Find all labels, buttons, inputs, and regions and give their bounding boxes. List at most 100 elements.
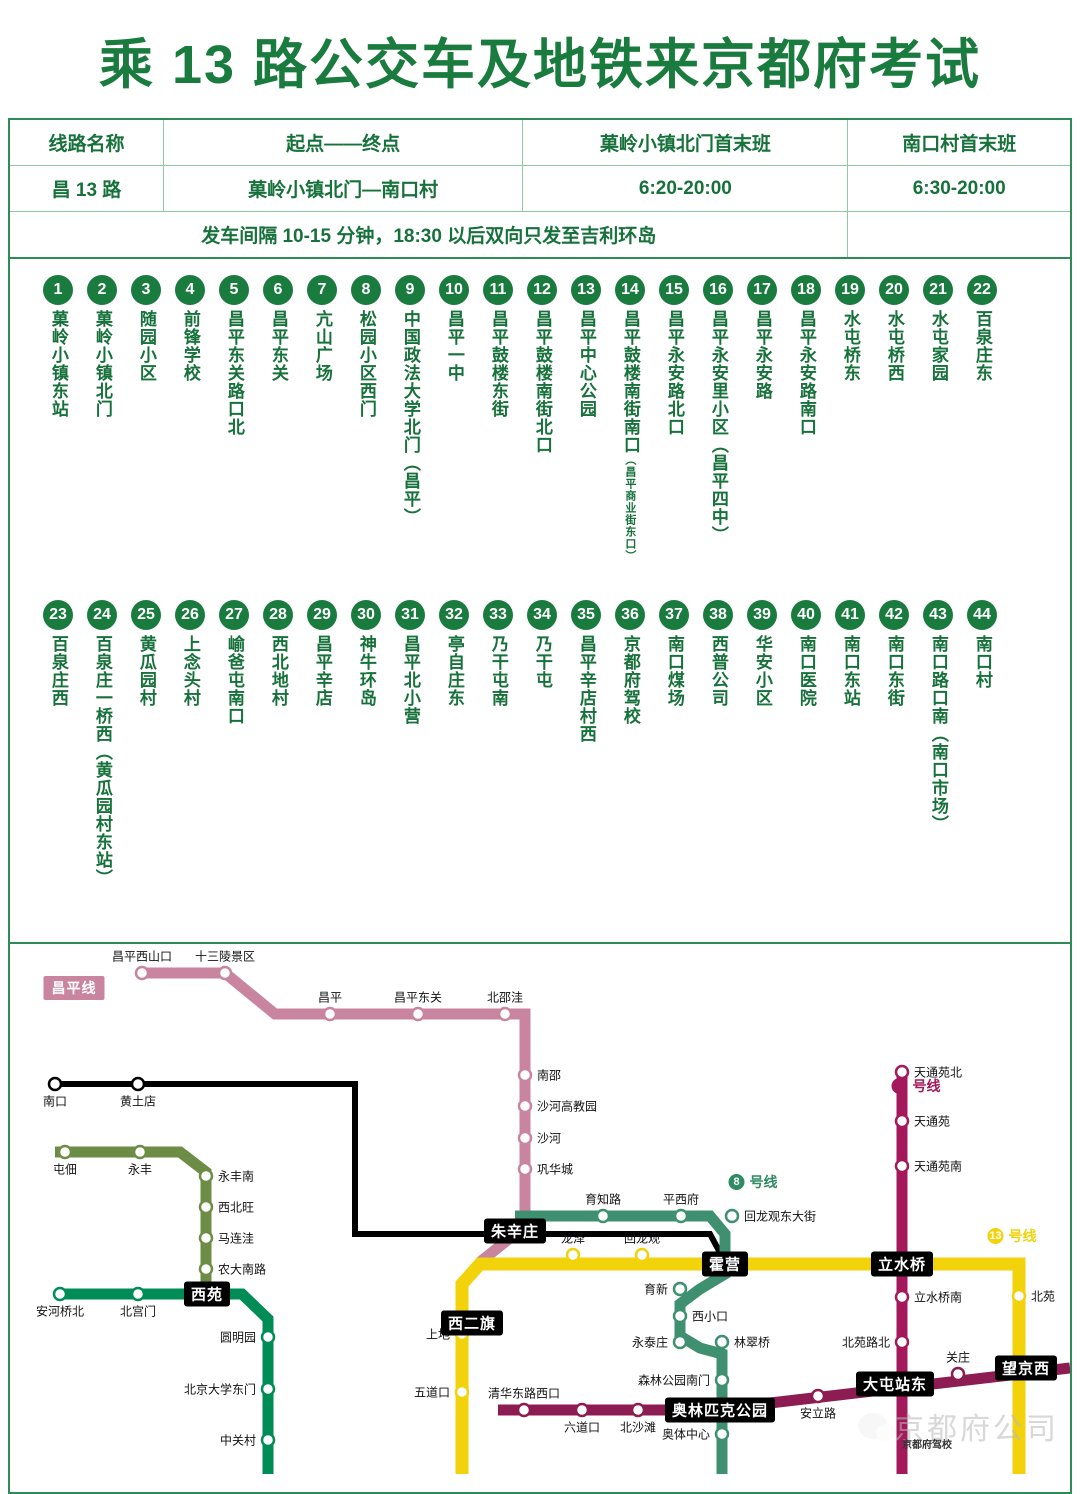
map-interchange-stop[interactable]: 奥林匹克公园 [664, 1397, 776, 1423]
map-stop-label: 西北旺 [218, 1200, 255, 1215]
map-stop-dot[interactable] [217, 965, 233, 981]
map-interchange-stop[interactable]: 望京西 [994, 1355, 1058, 1381]
th-first-last-north: 菓岭小镇北门首末班 [522, 118, 849, 166]
station-name: 南口医院 [796, 635, 816, 707]
station-item: 41 南口东站 [828, 600, 872, 887]
map-stop-label: 立水桥南 [914, 1290, 963, 1305]
station-number-badge: 20 [879, 275, 909, 305]
map-stop-dot[interactable] [517, 1161, 533, 1177]
map-stop-dot[interactable] [517, 1067, 533, 1083]
map-interchange-stop[interactable]: 立水桥 [870, 1251, 934, 1277]
map-line-tag-line-8: 8 号线 [728, 1172, 778, 1192]
station-item: 1 菓岭小镇东站 [36, 275, 80, 562]
station-number-badge: 31 [395, 600, 425, 630]
map-stop-dot[interactable] [57, 1144, 73, 1160]
map-stop-dot[interactable] [714, 1334, 730, 1350]
map-stop-label: 昌平东关 [393, 990, 443, 1005]
station-name: 前锋学校 [180, 310, 200, 382]
station-item: 43 南口路口南（南口市场） [916, 600, 960, 887]
map-stop-label: 北宫门 [119, 1304, 157, 1319]
map-interchange-stop[interactable]: 西苑 [183, 1281, 231, 1307]
station-number-badge: 37 [659, 600, 689, 630]
station-name-sub: （昌平商业街东口） [623, 454, 636, 562]
map-stop-dot[interactable] [517, 1098, 533, 1114]
table-header-row: 线路名称 起点——终点 菓岭小镇北门首末班 南口村首末班 [8, 118, 1072, 166]
map-stop-dot[interactable] [517, 1130, 533, 1146]
map-stop-dot[interactable] [134, 965, 150, 981]
station-number-badge: 34 [527, 600, 557, 630]
map-stop-label: 农大南路 [218, 1262, 267, 1277]
station-number-badge: 41 [835, 600, 865, 630]
line-number-badge [891, 1078, 908, 1094]
map-stop-label: 育新 [643, 1282, 668, 1297]
station-item: 21 水屯家园 [916, 275, 960, 562]
map-stop-dot[interactable] [410, 1006, 426, 1022]
map-stop-dot[interactable] [260, 1329, 276, 1345]
map-stop-dot[interactable] [672, 1281, 688, 1297]
map-stop-dot[interactable] [454, 1384, 470, 1400]
map-stop-dot[interactable] [630, 1402, 646, 1418]
map-stop-dot[interactable] [714, 1372, 730, 1388]
map-stop-dot[interactable] [198, 1230, 214, 1246]
station-number-badge: 22 [967, 275, 997, 305]
map-stop-dot[interactable] [672, 1308, 688, 1324]
map-interchange-stop[interactable]: 大屯站东 [855, 1371, 935, 1397]
station-name: 京都府驾校 [620, 635, 640, 725]
map-stop-dot[interactable] [198, 1261, 214, 1277]
station-item: 9 中国政法大学北门（昌平） [388, 275, 432, 562]
station-name: 随园小区 [136, 310, 156, 382]
td-first-last-north: 6:20-20:00 [522, 165, 849, 212]
map-stop-dot[interactable] [673, 1208, 689, 1224]
map-stop-label: 天通苑南 [914, 1159, 963, 1174]
map-stop-dot[interactable] [497, 1006, 513, 1022]
map-stop-dot[interactable] [198, 1168, 214, 1184]
station-name: 百泉庄东 [972, 310, 992, 382]
map-stop-dot[interactable] [634, 1247, 650, 1263]
station-item: 7 亢山广场 [300, 275, 344, 562]
map-stop-label: 林翠桥 [734, 1335, 771, 1350]
station-number-badge: 4 [175, 275, 205, 305]
station-name: 上念头村 [180, 635, 200, 707]
map-stop-dot[interactable] [565, 1247, 581, 1263]
map-stop-dot[interactable] [260, 1381, 276, 1397]
map-stop-label: 永泰庄 [631, 1335, 668, 1350]
map-stop-dot[interactable] [1011, 1288, 1027, 1304]
map-stop-dot[interactable] [894, 1113, 910, 1129]
line-tag-label: 号线 [749, 1174, 778, 1190]
line-number-badge: 8 [728, 1174, 745, 1190]
map-interchange-stop[interactable]: 朱辛庄 [483, 1218, 547, 1244]
line-tag-label: 号线 [912, 1078, 941, 1094]
map-interchange-stop[interactable]: 西二旗 [440, 1310, 504, 1336]
station-number-badge: 23 [43, 600, 73, 630]
map-stop-label: 安立路 [799, 1406, 837, 1421]
station-name: 昌平东关 [268, 310, 288, 382]
s2-line-path [55, 1081, 728, 1264]
map-interchange-stop[interactable]: 霍营 [701, 1251, 749, 1277]
map-stop-dot[interactable] [130, 1076, 146, 1092]
map-stop-dot[interactable] [47, 1076, 63, 1092]
map-stop-dot[interactable] [672, 1334, 688, 1350]
map-stop-dot[interactable] [894, 1334, 910, 1350]
map-stop-label: 马连洼 [218, 1231, 255, 1246]
map-stop-dot[interactable] [595, 1208, 611, 1224]
station-name: 昌平鼓楼东街 [488, 310, 508, 418]
map-stop-dot[interactable] [132, 1144, 148, 1160]
map-stop-dot[interactable] [516, 1402, 532, 1418]
map-stop-dot[interactable] [950, 1366, 966, 1382]
station-number-badge: 43 [923, 600, 953, 630]
map-stop-dot[interactable] [574, 1402, 590, 1418]
station-number-badge: 32 [439, 600, 469, 630]
map-stop-dot[interactable] [260, 1432, 276, 1448]
map-stop-dot[interactable] [52, 1286, 68, 1302]
map-stop-dot[interactable] [130, 1286, 146, 1302]
map-stop-dot[interactable] [198, 1199, 214, 1215]
station-number-badge: 1 [43, 275, 73, 305]
map-stop-dot[interactable] [322, 1006, 338, 1022]
map-stop-dot[interactable] [894, 1289, 910, 1305]
map-stop-dot[interactable] [724, 1208, 740, 1224]
map-stop-label: 回龙观东大街 [744, 1209, 817, 1224]
map-stop-dot[interactable] [714, 1426, 730, 1442]
map-stop-dot[interactable] [810, 1388, 826, 1404]
map-stop-dot[interactable] [894, 1158, 910, 1174]
station-name: 昌平一中 [444, 310, 464, 382]
